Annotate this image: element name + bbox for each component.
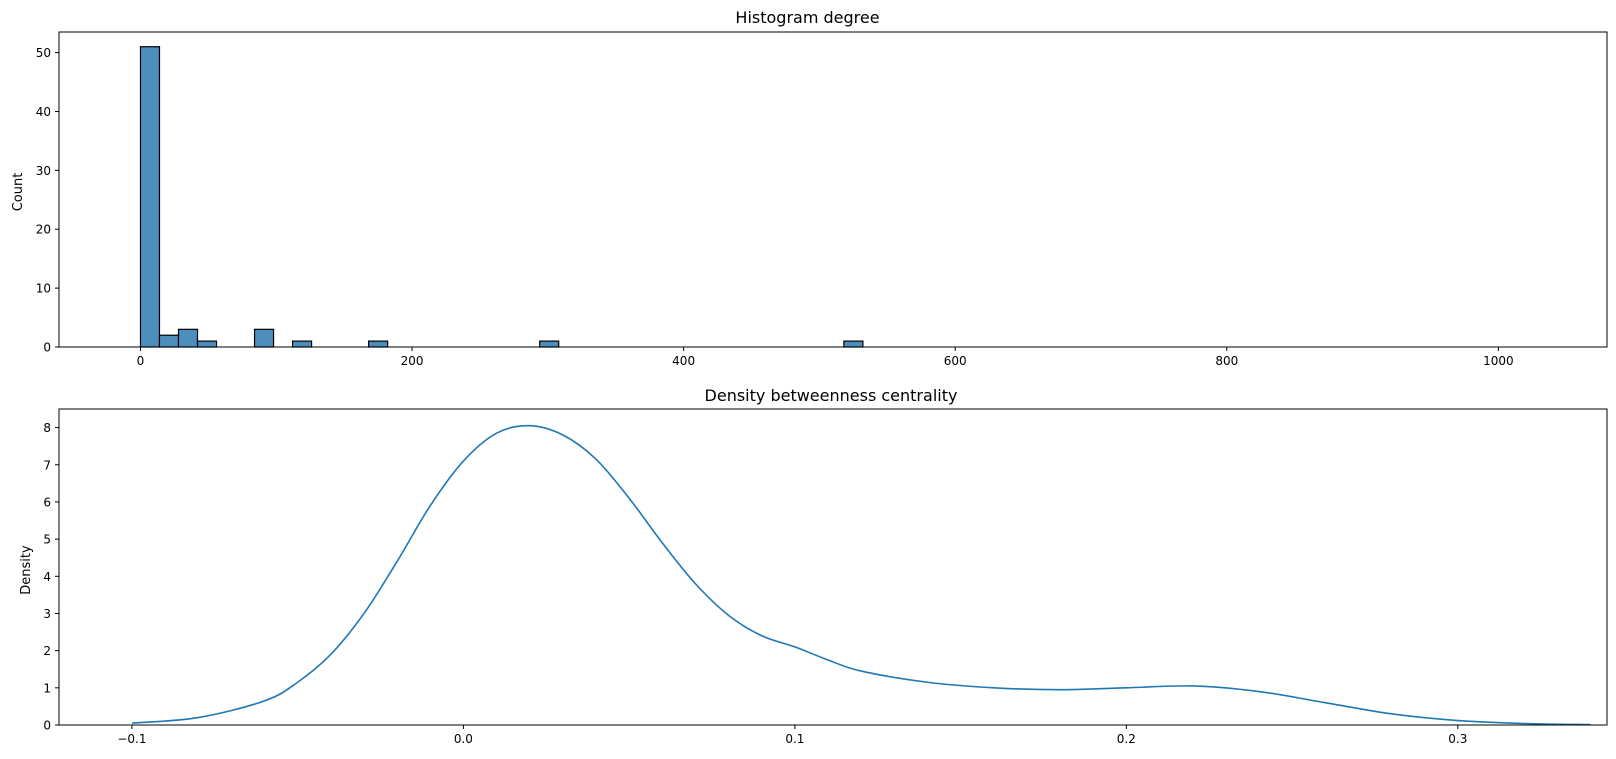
histogram-bar (196, 340, 218, 348)
x-tick-label: 200 (401, 354, 424, 368)
density-y-axis-label: Density (19, 545, 34, 595)
x-tick-label: 0.3 (1448, 732, 1467, 746)
density-curve (131, 424, 1591, 726)
histogram-bars (139, 46, 864, 348)
x-tick-label: 400 (672, 354, 695, 368)
y-tick-label: 7 (43, 458, 51, 472)
histogram-bar (253, 328, 275, 348)
y-tick-label: 4 (43, 570, 51, 584)
x-tick-label: 600 (944, 354, 967, 368)
y-tick-label: 0 (43, 719, 51, 733)
x-tick-label: 1000 (1483, 354, 1514, 368)
x-tick-label: −0.1 (117, 732, 146, 746)
y-tick-label: 3 (43, 607, 51, 621)
x-tick-label: 0.2 (1117, 732, 1136, 746)
histogram-bar (368, 340, 389, 348)
histogram-y-ticks: 0 10 20 30 40 50 (36, 46, 59, 355)
histogram-title: Histogram degree (735, 8, 879, 27)
y-tick-label: 1 (43, 681, 51, 695)
y-tick-label: 50 (36, 46, 51, 60)
y-tick-label: 5 (43, 533, 51, 547)
y-tick-label: 40 (36, 105, 51, 119)
y-tick-label: 2 (43, 644, 51, 658)
y-tick-label: 30 (36, 164, 51, 178)
histogram-bar (158, 334, 180, 348)
x-tick-label: 800 (1215, 354, 1238, 368)
histogram-panel: Histogram degree Count 0 200 400 600 800 1000… (11, 8, 1608, 368)
histogram-bar (291, 340, 313, 348)
density-y-ticks: 0 1 2 3 4 5 6 7 8 (43, 421, 59, 733)
histogram-bar (139, 46, 161, 348)
histogram-axes-frame (58, 31, 1608, 348)
density-title: Density betweenness centrality (705, 386, 958, 405)
histogram-bar (177, 328, 199, 348)
x-tick-label: 0.0 (454, 732, 473, 746)
density-x-ticks: −0.1 0.0 0.1 0.2 0.3 (117, 725, 1467, 746)
histogram-bar (843, 340, 864, 348)
y-tick-label: 20 (36, 223, 51, 237)
x-tick-label: 0 (137, 354, 145, 368)
y-tick-label: 0 (43, 341, 51, 355)
y-tick-label: 8 (43, 421, 51, 435)
x-tick-label: 0.1 (785, 732, 804, 746)
y-tick-label: 6 (43, 495, 51, 509)
y-tick-label: 10 (36, 282, 51, 296)
histogram-x-ticks: 0 200 400 600 800 1000 (137, 347, 1514, 368)
density-panel: Density betweenness centrality Density −… (19, 386, 1608, 746)
density-axes-frame (58, 408, 1608, 726)
histogram-y-axis-label: Count (11, 173, 26, 212)
histogram-bar (539, 340, 560, 348)
